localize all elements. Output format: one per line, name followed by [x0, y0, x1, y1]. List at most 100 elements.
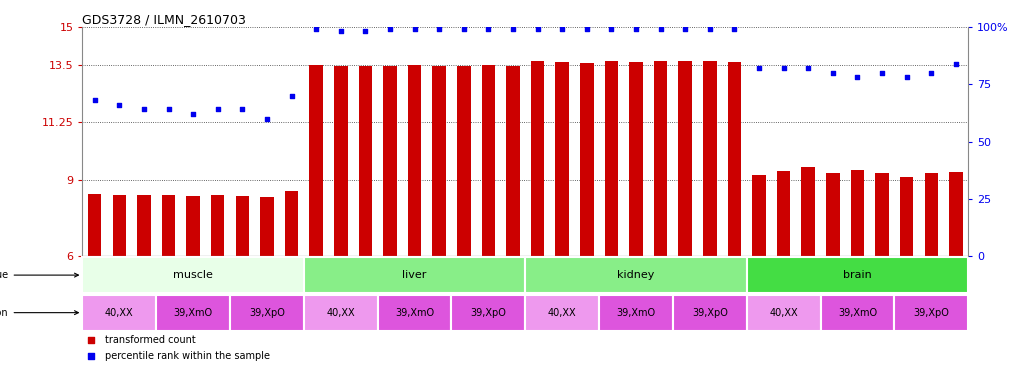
Bar — [629, 62, 643, 257]
FancyBboxPatch shape — [747, 295, 821, 331]
Bar — [876, 173, 889, 257]
Bar — [925, 174, 938, 257]
Text: 39,XpO: 39,XpO — [471, 308, 507, 318]
Point — [825, 70, 842, 76]
FancyBboxPatch shape — [599, 295, 673, 331]
Text: transformed count: transformed count — [105, 335, 196, 345]
Point — [431, 26, 447, 32]
Text: percentile rank within the sample: percentile rank within the sample — [105, 351, 270, 361]
FancyBboxPatch shape — [82, 257, 304, 293]
Text: 39,XmO: 39,XmO — [838, 308, 877, 318]
FancyBboxPatch shape — [525, 295, 599, 331]
Text: genotype/variation: genotype/variation — [0, 308, 78, 318]
Point — [111, 102, 128, 108]
Text: tissue: tissue — [0, 270, 78, 280]
Point — [161, 106, 177, 113]
Point — [800, 65, 817, 71]
Point — [751, 65, 767, 71]
Bar — [605, 61, 618, 257]
FancyBboxPatch shape — [747, 257, 968, 293]
Point — [480, 26, 496, 32]
Bar — [752, 175, 766, 257]
Bar — [261, 197, 274, 257]
FancyBboxPatch shape — [304, 295, 378, 331]
Bar — [162, 195, 175, 257]
Bar — [801, 167, 815, 257]
Point — [234, 106, 250, 113]
Text: 39,XmO: 39,XmO — [174, 308, 212, 318]
Bar — [137, 195, 150, 257]
Point — [406, 26, 422, 32]
FancyBboxPatch shape — [82, 295, 157, 331]
Bar — [408, 65, 421, 257]
Bar — [777, 171, 790, 257]
Point — [923, 70, 939, 76]
Bar — [358, 66, 372, 257]
Text: 40,XX: 40,XX — [327, 308, 355, 318]
Text: 39,XpO: 39,XpO — [914, 308, 950, 318]
Text: muscle: muscle — [173, 270, 213, 280]
Point — [652, 26, 668, 32]
Point — [898, 74, 915, 80]
Text: 40,XX: 40,XX — [769, 308, 798, 318]
Text: 40,XX: 40,XX — [548, 308, 577, 318]
Point — [701, 26, 718, 32]
Point — [455, 26, 472, 32]
Bar — [826, 174, 839, 257]
FancyBboxPatch shape — [304, 257, 525, 293]
Bar — [703, 61, 717, 257]
Bar — [727, 62, 742, 257]
Point — [505, 26, 521, 32]
Text: brain: brain — [844, 270, 871, 280]
Bar — [900, 177, 914, 257]
FancyBboxPatch shape — [673, 295, 747, 331]
Bar — [555, 62, 569, 257]
Text: 39,XpO: 39,XpO — [692, 308, 728, 318]
Bar — [679, 61, 692, 257]
Bar — [334, 66, 347, 257]
Bar — [383, 66, 397, 257]
Point — [776, 65, 792, 71]
Point — [849, 74, 865, 80]
Bar — [506, 66, 520, 257]
Point — [554, 26, 571, 32]
Point — [209, 106, 226, 113]
Text: 40,XX: 40,XX — [105, 308, 134, 318]
FancyBboxPatch shape — [451, 295, 525, 331]
FancyBboxPatch shape — [821, 295, 894, 331]
Point — [382, 26, 399, 32]
Point — [579, 26, 595, 32]
Point — [259, 116, 275, 122]
FancyBboxPatch shape — [894, 295, 968, 331]
Point — [357, 28, 374, 35]
Point — [283, 93, 300, 99]
Bar — [211, 195, 225, 257]
Point — [136, 106, 152, 113]
Point — [87, 97, 103, 103]
Point — [83, 337, 100, 343]
Bar — [530, 61, 545, 257]
Point — [333, 28, 349, 35]
Point — [308, 26, 324, 32]
Point — [83, 353, 100, 359]
Text: GDS3728 / ILMN_2610703: GDS3728 / ILMN_2610703 — [82, 13, 246, 26]
Point — [873, 70, 890, 76]
Text: liver: liver — [403, 270, 426, 280]
FancyBboxPatch shape — [525, 257, 747, 293]
Text: 39,XmO: 39,XmO — [396, 308, 434, 318]
Point — [677, 26, 693, 32]
FancyBboxPatch shape — [230, 295, 304, 331]
FancyBboxPatch shape — [157, 295, 230, 331]
Bar — [851, 170, 864, 257]
Bar — [309, 65, 323, 257]
Point — [529, 26, 546, 32]
Text: 39,XpO: 39,XpO — [249, 308, 285, 318]
Bar — [236, 196, 249, 257]
Bar — [654, 61, 667, 257]
Point — [185, 111, 202, 117]
Bar — [112, 195, 126, 257]
Point — [604, 26, 620, 32]
Text: 39,XmO: 39,XmO — [617, 308, 655, 318]
Bar — [457, 66, 471, 257]
Bar — [186, 196, 200, 257]
